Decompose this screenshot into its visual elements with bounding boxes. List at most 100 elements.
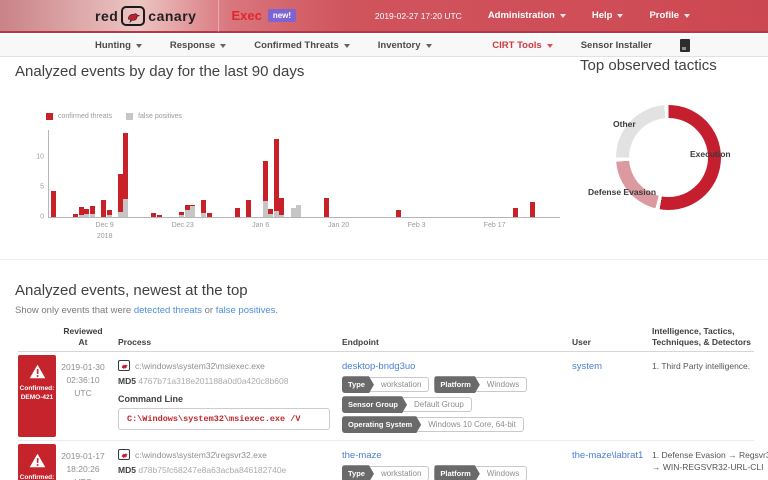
user-link[interactable]: system [572, 361, 603, 373]
chevron-down-icon [425, 43, 432, 48]
nav-response[interactable]: Response [170, 40, 227, 51]
endpoint-cell: desktop-bndg3uo Type workstation Platform… [342, 355, 568, 437]
header-user: User [572, 336, 591, 347]
red-canary-logo[interactable]: red canary [95, 5, 196, 26]
tag-value: workstation [380, 469, 422, 479]
false-positives-link[interactable]: false positives [215, 305, 276, 316]
events-filter-text: Show only events that were detected thre… [15, 305, 768, 316]
table-row: Confirmed:DEMO-420 2019-01-17 18:20:26 U… [18, 441, 768, 480]
endpoint-cell: the-maze Type workstation Platform Windows [342, 444, 568, 480]
confirmed-badge[interactable]: Confirmed: DEMO-421 [18, 355, 56, 438]
bar [296, 205, 302, 217]
nav-inventory[interactable]: Inventory [378, 40, 432, 51]
bar [201, 200, 207, 217]
chevron-down-icon [220, 43, 227, 48]
secondary-nav: Hunting Response Confirmed Threats Inven… [0, 35, 768, 57]
x-axis-tick: Jan 6 [252, 222, 270, 229]
nav-confirmed-threats[interactable]: Confirmed Threats [254, 40, 350, 51]
bar [78, 207, 84, 217]
tag-label: Sensor Group [342, 396, 407, 413]
bar [279, 198, 285, 217]
bar [513, 208, 519, 217]
chevron-down-icon [684, 13, 690, 18]
menu-administration[interactable]: Administration [488, 10, 566, 21]
header-divider [218, 0, 220, 32]
endpoint-link[interactable]: desktop-bndg3uo [342, 361, 416, 373]
filter-text: . [275, 305, 279, 316]
md5-hash: 4767b71a318e201188a0d0a420c8b608 [138, 376, 289, 387]
process-canary-icon [118, 360, 130, 372]
nav-inventory-label: Inventory [377, 40, 421, 51]
reviewed-at-cell: 2019-01-17 18:20:26 UTC [61, 451, 105, 480]
top-observed-tactics-panel: Top observed tactics Other Execution Def… [580, 57, 768, 242]
warning-triangle-icon [29, 454, 45, 468]
md5-label: MD5 [118, 465, 136, 476]
process-cell: c:\windows\system32\regsvr32.exe MD5 d78… [118, 444, 336, 480]
tag-value: Windows [486, 469, 520, 479]
warning-triangle-icon [29, 365, 45, 379]
y-axis-tick: 10 [36, 153, 44, 161]
x-axis-tick: Feb 3 [407, 222, 426, 229]
header-intelligence: Intelligence, Tactics, Techniques, & Det… [652, 326, 752, 347]
legend-swatch-red [46, 113, 53, 120]
bar [206, 213, 212, 217]
bar [530, 202, 536, 217]
tag-label: Type [342, 465, 374, 480]
tag-value: Default Group [414, 400, 464, 410]
endpoint-tag-sensor-group: Sensor Group Default Group [342, 397, 472, 412]
product-switcher[interactable]: Exec new! [231, 8, 297, 23]
tag-label: Type [342, 376, 374, 393]
bar [268, 209, 274, 217]
tag-value: Windows 10 Core, 64-bit [428, 420, 516, 430]
nav-hunting[interactable]: Hunting [95, 40, 142, 51]
intelligence-cell: Third Party intelligence. [652, 355, 768, 437]
logo-text-red: red [95, 7, 119, 24]
donut-label-defense-evasion: Defense Evasion [588, 187, 657, 197]
bar [156, 215, 162, 217]
user-link[interactable]: the-maze\labrat1 [572, 450, 644, 462]
canary-bird-icon [121, 5, 146, 26]
x-axis-tick: Dec 9 2018 [95, 222, 114, 240]
nav-cirt-tools-label: CIRT Tools [492, 40, 542, 51]
bar [89, 205, 95, 217]
bar [106, 210, 112, 217]
nav-sensor-installer-label: Sensor Installer [580, 40, 652, 51]
y-axis-tick: 0 [40, 213, 44, 221]
header-endpoint: Endpoint [342, 336, 379, 347]
nav-cirt-tools[interactable]: CIRT Tools [492, 40, 553, 51]
bar [262, 161, 268, 217]
endpoint-tag-platform: Platform Windows [434, 376, 528, 393]
nav-confirmed-threats-label: Confirmed Threats [254, 40, 339, 51]
x-axis-tick: Dec 23 [171, 222, 194, 229]
confirmed-badge[interactable]: Confirmed:DEMO-420 [18, 444, 56, 480]
sensor-installer-icon[interactable] [680, 39, 690, 52]
bar [73, 214, 79, 217]
chart-legend: confirmed threats false positives [46, 113, 182, 120]
legend-label: confirmed threats [58, 113, 113, 120]
bar [151, 212, 157, 217]
detected-threats-link[interactable]: detected threats [133, 305, 202, 316]
nav-sensor-installer[interactable]: Sensor Installer [581, 40, 652, 51]
chevron-down-icon [343, 43, 350, 48]
chevron-down-icon [135, 43, 142, 48]
tactics-donut-chart [616, 105, 721, 210]
bar [234, 208, 240, 217]
legend-confirmed-threats: confirmed threats [46, 113, 112, 120]
chevron-down-icon [546, 43, 553, 48]
chevron-down-icon [559, 13, 566, 18]
x-axis-tick: Feb 17 [483, 222, 506, 229]
process-cell: c:\windows\system32\msiexec.exe MD5 4767… [118, 355, 336, 437]
legend-label: false positives [138, 113, 183, 120]
menu-help[interactable]: Help [592, 10, 624, 21]
header-process: Process [118, 336, 152, 347]
badge-status: Confirmed: [19, 385, 55, 393]
menu-profile[interactable]: Profile [649, 10, 690, 21]
command-line-value: C:\Windows\system32\msiexec.exe /V [118, 408, 330, 431]
tag-label: Platform [434, 376, 479, 393]
header-datetime: 2019-02-27 17:20 UTC [374, 10, 462, 21]
endpoint-tag-type: Type workstation [342, 376, 430, 393]
endpoint-link[interactable]: the-maze [342, 450, 382, 462]
bar [396, 210, 402, 217]
bar [290, 208, 296, 217]
process-path: c:\windows\system32\regsvr32.exe [135, 449, 267, 460]
